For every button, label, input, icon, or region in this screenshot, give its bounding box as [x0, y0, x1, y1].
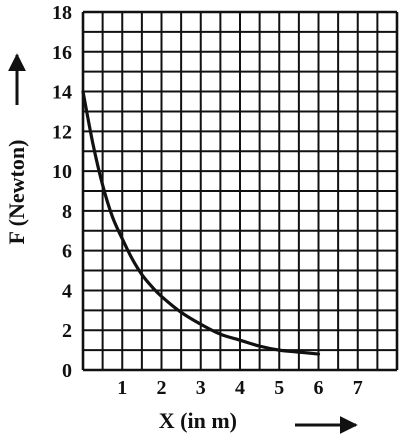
y-tick-label: 10 — [52, 161, 72, 183]
grid — [81, 10, 399, 372]
x-tick-label: 7 — [353, 377, 363, 399]
x-tick-label: 2 — [157, 377, 167, 399]
x-tick-label: 6 — [314, 377, 324, 399]
y-axis-title: F (Newton) — [4, 140, 29, 245]
plot-area — [81, 89, 321, 356]
y-tick-label: 4 — [62, 280, 72, 302]
y-tick-label: 8 — [62, 201, 72, 223]
x-axis-title: X (in m) — [159, 408, 237, 433]
y-tick-label: 16 — [52, 42, 72, 64]
y-axis-ticks: 0 2 4 6 8 10 12 14 16 18 — [52, 2, 72, 382]
y-tick-label: 12 — [52, 121, 72, 143]
x-axis-ticks: 1 2 3 4 5 6 7 — [117, 377, 363, 399]
y-tick-label: 14 — [52, 82, 72, 104]
y-tick-label: 18 — [52, 2, 72, 24]
y-tick-label: 6 — [62, 241, 72, 263]
x-tick-label: 3 — [196, 377, 206, 399]
x-tick-label: 4 — [235, 377, 245, 399]
y-tick-label: 2 — [62, 320, 72, 342]
x-tick-label: 5 — [274, 377, 284, 399]
y-tick-label: 0 — [62, 360, 72, 382]
x-tick-label: 1 — [117, 377, 127, 399]
series-line-0 — [81, 89, 321, 356]
